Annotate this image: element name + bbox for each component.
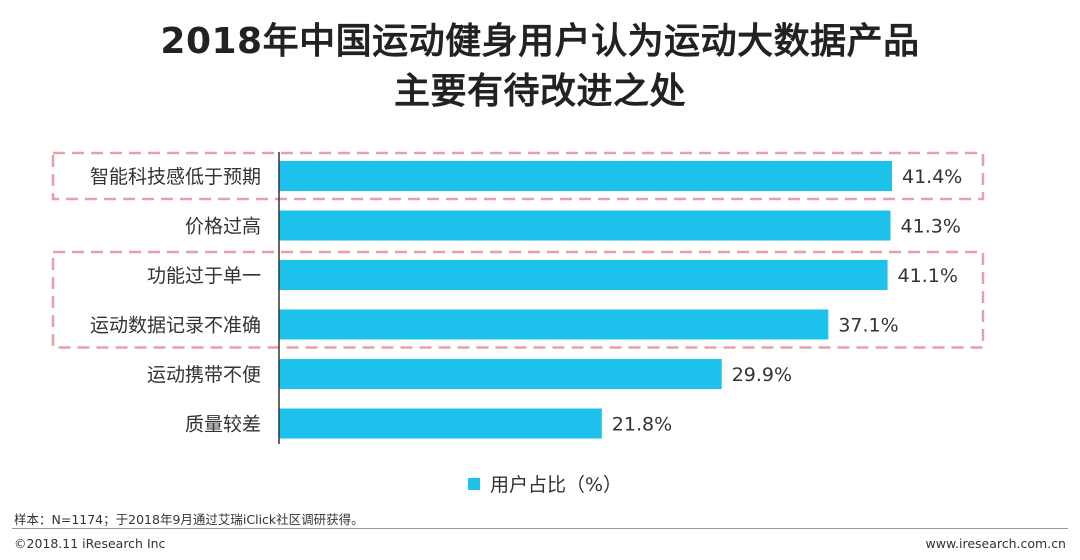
bar-1 — [279, 161, 892, 191]
category-label-6: 质量较差 — [185, 414, 261, 436]
sample-note: 样本：N=1174；于2018年9月通过艾瑞iClick社区调研获得。 — [14, 512, 364, 527]
value-label-5: 29.9% — [732, 364, 792, 386]
footer-divider — [12, 528, 1068, 529]
chart-title-line-2: 主要有待改进之处 — [393, 71, 686, 112]
bar-3 — [279, 260, 888, 290]
bar-6 — [279, 408, 602, 439]
value-label-2: 41.3% — [901, 216, 961, 238]
chart-title-line-1: 2018年中国运动健身用户认为运动大数据产品 — [160, 21, 920, 62]
bar-4 — [279, 309, 829, 340]
legend-label: 用户占比（%） — [490, 474, 623, 496]
bar-2 — [279, 210, 891, 241]
category-label-4: 运动数据记录不准确 — [90, 315, 261, 337]
category-label-2: 价格过高 — [185, 216, 261, 238]
legend: 用户占比（%） — [468, 470, 622, 497]
category-label-1: 智能科技感低于预期 — [90, 166, 261, 188]
value-label-3: 41.1% — [898, 265, 958, 287]
value-label-6: 21.8% — [612, 414, 672, 436]
copyright: ©2018.11 iResearch Inc — [14, 536, 166, 551]
category-label-5: 运动携带不便 — [147, 364, 261, 386]
value-label-1: 41.4% — [902, 166, 962, 188]
highlight-box-2 — [51, 250, 985, 349]
value-label-4: 37.1% — [838, 315, 898, 337]
bar-5 — [279, 359, 722, 389]
category-label-3: 功能过于单一 — [147, 265, 261, 287]
highlight-box-1 — [51, 151, 985, 201]
legend-swatch — [468, 477, 480, 490]
website: www.iresearch.com.cn — [925, 536, 1067, 551]
